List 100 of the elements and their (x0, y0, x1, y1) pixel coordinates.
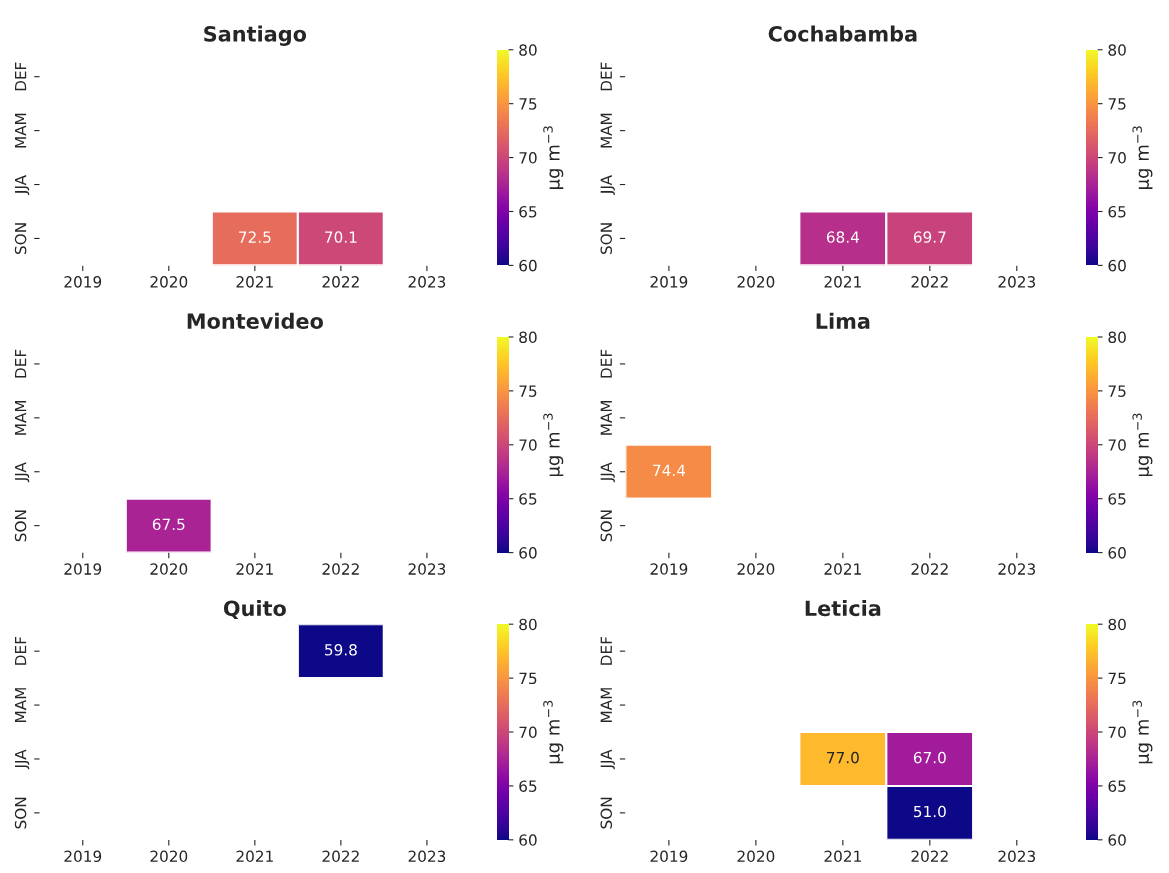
x-tick-label: 2020 (150, 563, 188, 575)
x-tick-label: 2020 (150, 850, 188, 863)
x-tick-label: 2022 (911, 850, 948, 863)
y-tick-label: DEF (600, 636, 612, 665)
color-bar-label: 70 (519, 152, 537, 164)
color-bar-label: 80 (1108, 331, 1126, 343)
color-bar-label: 80 (1108, 618, 1126, 631)
x-tick-label: 2023 (998, 276, 1036, 288)
y-tick-label: SON (14, 510, 27, 542)
y-tick-label: DEF (15, 62, 27, 91)
x-tick-label: 2021 (824, 563, 861, 575)
x-tick-label: 2019 (64, 563, 102, 575)
chart-title: Montevideo (187, 312, 323, 329)
y-tick-label: JJA (15, 175, 30, 195)
y-tick-label: MAM (15, 688, 27, 722)
chart-title: Cochabamba (768, 25, 917, 42)
y-tick-label: DEF (600, 62, 612, 91)
color-bar-title: μg m$^{−3}$ (1132, 413, 1153, 477)
color-bar-label: 70 (1108, 152, 1126, 164)
color-bar-label: 80 (519, 331, 537, 343)
x-tick-label: 2021 (824, 276, 861, 288)
y-tick-label: JJA (600, 749, 615, 770)
color-bar-title: μg m$^{−3}$ (543, 126, 564, 189)
y-tick-label: JJA (15, 749, 30, 770)
y-tick-label: SON (600, 510, 613, 542)
chart-title: Quito (223, 600, 286, 619)
color-bar-label: 65 (1108, 205, 1126, 218)
x-tick-label: 2022 (911, 276, 948, 288)
x-tick-label: 2023 (408, 276, 446, 288)
x-tick-label: 2022 (322, 563, 359, 575)
color-bar-label: 80 (519, 618, 537, 631)
y-tick-label: JJA (15, 462, 30, 483)
x-tick-label: 2023 (408, 850, 446, 863)
y-tick-label: MAM (15, 113, 27, 148)
color-bar-label: 70 (1108, 439, 1126, 451)
color-bar-label: 80 (1108, 44, 1126, 56)
data-label: 67.0 (913, 751, 946, 764)
y-tick-label: MAM (15, 400, 27, 435)
x-tick-label: 2019 (64, 276, 102, 288)
color-bar-label: 75 (519, 672, 537, 685)
x-tick-label: 2022 (322, 276, 359, 288)
color-bar-label: 60 (1108, 259, 1126, 272)
x-tick-label: 2023 (408, 563, 446, 575)
color-bar-label: 60 (1108, 547, 1126, 559)
color-bar-label: 60 (519, 547, 537, 559)
color-bar-label: 75 (1108, 98, 1126, 110)
y-tick-label: SON (600, 223, 613, 255)
x-tick-label: 2022 (911, 563, 948, 575)
x-tick-label: 2021 (236, 563, 273, 575)
color-bar-label: 70 (519, 439, 537, 451)
chart-title: Leticia (805, 600, 881, 617)
color-bar-label: 60 (1108, 834, 1126, 846)
x-tick-label: 2019 (64, 850, 102, 863)
color-bar-label: 80 (519, 44, 537, 56)
x-tick-label: 2019 (650, 563, 688, 575)
y-tick-label: SON (600, 797, 613, 829)
color-bar-label: 70 (1108, 726, 1126, 739)
color-bar-label: 65 (1108, 780, 1126, 792)
color-bar-title: μg m$^{−3}$ (1132, 126, 1153, 189)
x-tick-label: 2022 (322, 850, 359, 863)
color-bar-title: μg m$^{−3}$ (543, 700, 564, 764)
data-label: 67.5 (152, 518, 185, 531)
color-bar-label: 60 (519, 834, 537, 846)
x-tick-label: 2021 (236, 850, 273, 863)
x-tick-label: 2020 (737, 276, 775, 288)
x-tick-label: 2023 (998, 563, 1036, 575)
data-label: 51.0 (913, 805, 946, 818)
color-bar-label: 65 (1108, 493, 1126, 505)
color-bar-label: 75 (1108, 385, 1126, 397)
x-tick-label: 2021 (824, 850, 861, 863)
x-tick-label: 2020 (737, 563, 775, 575)
data-label: 59.8 (325, 644, 357, 656)
color-bar-label: 75 (1108, 672, 1126, 685)
color-bar-label: 65 (519, 780, 537, 792)
y-tick-label: SON (14, 223, 27, 255)
y-tick-label: DEF (15, 349, 27, 378)
x-tick-label: 2020 (737, 850, 775, 863)
color-bar-label: 75 (519, 385, 537, 397)
x-tick-label: 2019 (650, 850, 688, 863)
y-tick-label: JJA (600, 175, 615, 195)
x-tick-label: 2019 (650, 276, 688, 288)
y-tick-label: MAM (600, 688, 612, 722)
color-bar-label: 65 (519, 205, 537, 218)
color-bar-label: 75 (519, 98, 537, 110)
y-tick-label: SON (14, 797, 27, 829)
x-tick-label: 2021 (236, 276, 273, 288)
x-tick-label: 2020 (150, 276, 188, 288)
color-bar-label: 60 (519, 259, 537, 272)
color-bar-label: 70 (519, 726, 537, 739)
data-label: 70.1 (325, 231, 357, 243)
data-label: 69.7 (913, 231, 946, 243)
y-tick-label: DEF (15, 636, 27, 665)
data-label: 77.0 (827, 751, 859, 764)
data-label: 68.4 (826, 231, 859, 243)
color-bar-label: 65 (519, 493, 537, 505)
y-tick-label: JJA (600, 462, 615, 483)
x-tick-label: 2023 (998, 850, 1036, 863)
y-tick-label: MAM (600, 400, 612, 435)
y-tick-label: DEF (600, 349, 612, 378)
y-tick-label: MAM (600, 113, 612, 148)
